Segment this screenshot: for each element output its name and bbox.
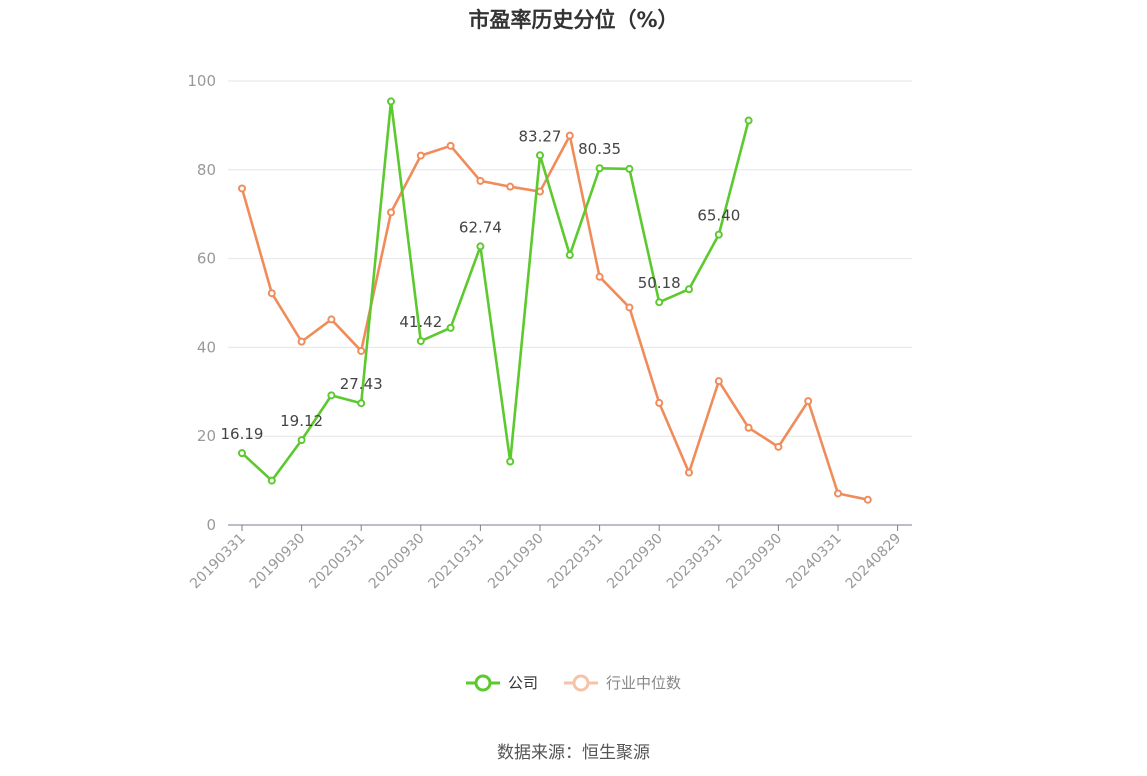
data-point-industry — [804, 397, 813, 406]
data-point-industry — [387, 208, 395, 217]
data-point-company — [655, 298, 664, 307]
data-point-company — [267, 476, 276, 485]
data-point-industry — [655, 398, 664, 407]
data-point-industry — [595, 272, 604, 281]
data-point-industry — [834, 489, 842, 498]
x-tick-label: 20220331 — [545, 531, 607, 593]
x-tick-label: 20210930 — [485, 531, 547, 593]
legend-item-industry[interactable]: 行业中位数 — [564, 672, 681, 693]
data-point-company — [416, 337, 425, 346]
data-point-industry — [267, 289, 276, 298]
data-point-industry — [774, 442, 783, 451]
data-label: 41.42 — [399, 313, 442, 331]
x-tick-label: 20200331 — [306, 531, 368, 593]
data-point-industry — [506, 182, 515, 191]
x-tick-label: 20240829 — [843, 531, 905, 593]
data-label: 83.27 — [519, 127, 562, 145]
data-label: 19.12 — [280, 412, 323, 430]
data-point-company — [714, 230, 723, 239]
data-point-industry — [476, 176, 485, 185]
data-label: 80.35 — [578, 140, 621, 158]
data-point-company — [744, 116, 753, 125]
data-point-industry — [714, 377, 723, 386]
data-point-company — [387, 97, 395, 106]
data-point-company — [327, 391, 336, 400]
data-point-company — [506, 457, 515, 466]
data-point-industry — [238, 184, 246, 193]
data-point-industry — [357, 346, 366, 355]
data-point-company — [476, 242, 485, 251]
data-point-industry — [416, 151, 425, 160]
x-tick-label: 20190331 — [187, 531, 249, 593]
y-tick-label: 20 — [197, 427, 216, 445]
x-tick-label: 20210331 — [426, 531, 488, 593]
data-source-note: 数据来源：恒生聚源 — [497, 743, 650, 763]
x-tick-label: 20230331 — [664, 531, 726, 593]
x-tick-label: 20190930 — [247, 531, 309, 593]
data-point-industry — [685, 468, 693, 477]
data-point-industry — [327, 315, 336, 324]
legend-item-company[interactable]: 公司 — [465, 672, 538, 693]
data-label: 62.74 — [459, 218, 502, 236]
data-point-company — [446, 323, 455, 332]
data-point-company — [595, 164, 604, 173]
legend-label-company: 公司 — [507, 674, 538, 692]
series-line-company — [241, 100, 750, 482]
legend-company-icon — [465, 674, 500, 691]
data-label: 65.40 — [697, 207, 740, 225]
data-label: 50.18 — [638, 274, 681, 292]
legend-industry-icon — [564, 674, 598, 691]
y-tick-label: 80 — [197, 161, 216, 179]
x-tick-label: 20230930 — [724, 531, 786, 593]
data-point-industry — [625, 303, 634, 312]
y-tick-label: 0 — [206, 516, 216, 534]
data-point-industry — [446, 141, 455, 150]
chart-title: 市盈率历史分位（%） — [468, 8, 679, 32]
data-point-company — [565, 251, 574, 260]
data-point-company — [685, 285, 693, 294]
x-tick-label: 20240331 — [783, 531, 845, 593]
data-point-company — [238, 449, 246, 458]
series-line-industry — [240, 134, 869, 501]
data-point-industry — [744, 423, 753, 432]
data-point-company — [625, 164, 634, 173]
data-point-company — [297, 436, 306, 445]
x-tick-label: 20200930 — [366, 531, 428, 593]
data-point-company — [536, 151, 544, 160]
legend[interactable]: 公司 行业中位数 — [0, 672, 1147, 693]
data-point-company — [357, 399, 366, 408]
legend-label-industry: 行业中位数 — [606, 674, 682, 692]
data-point-industry — [863, 495, 872, 504]
data-point-industry — [297, 337, 306, 346]
y-tick-label: 60 — [197, 250, 216, 268]
data-label: 16.19 — [221, 425, 264, 443]
x-tick-label: 20220930 — [604, 531, 666, 593]
data-point-industry — [565, 131, 574, 140]
data-label: 27.43 — [340, 375, 383, 393]
y-tick-label: 100 — [187, 72, 216, 90]
y-tick-label: 40 — [197, 338, 216, 356]
